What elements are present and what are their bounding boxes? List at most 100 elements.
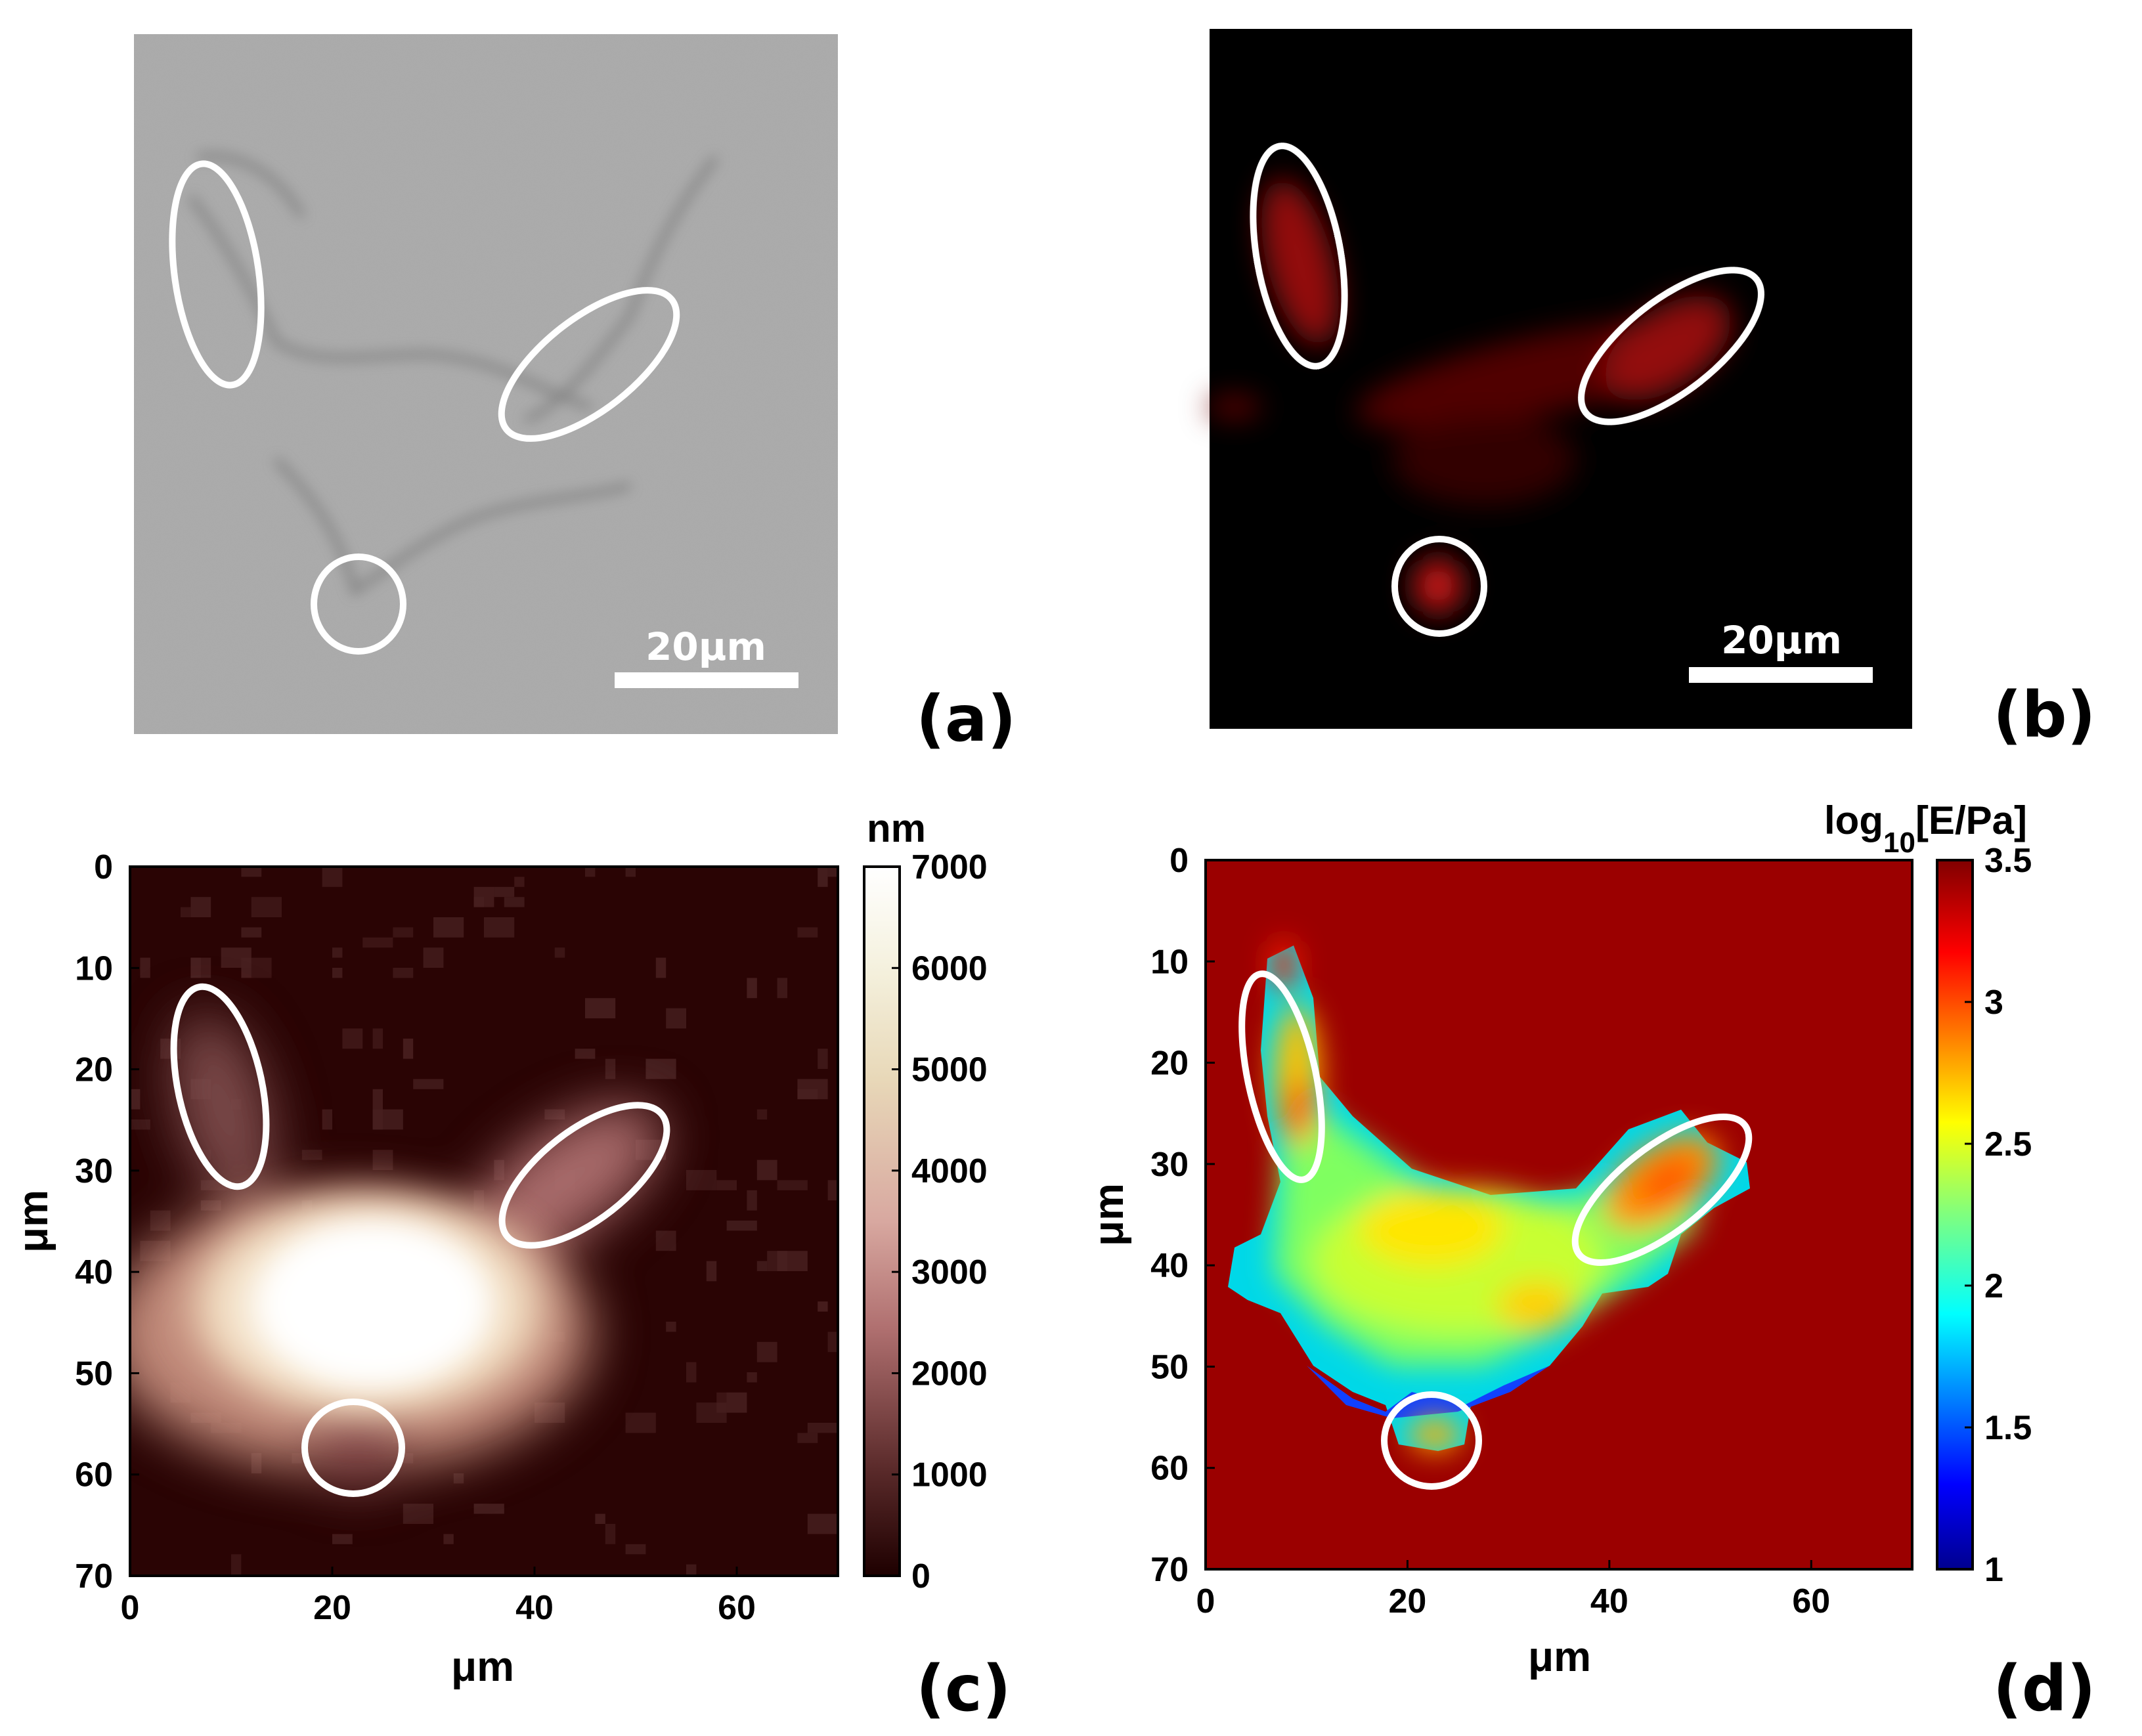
colorbar-ticks-d: 3.5 3 2.5 2 1.5 1 [1965,842,2032,1589]
speckle-pixel [666,1008,686,1029]
speckle-pixel [362,937,393,948]
y-tick-label: 0 [1169,842,1189,880]
plot-frame [129,865,839,1577]
speckle-pixel [827,867,838,877]
speckle-pixel [686,1564,697,1574]
roi-ellipse-left [169,160,265,389]
colorbar-c [863,865,901,1577]
panel-label-d: (d) [1993,1652,2095,1725]
speckle-pixel [372,1089,383,1110]
colorbar-title-rest: [E/Pa] [1915,798,2027,842]
speckle-pixel [827,1180,838,1201]
speckle-pixel [190,897,211,917]
colorbar-tick-label: 3.5 [1984,842,2032,880]
x-tick-label: 20 [313,1589,351,1627]
y-tick-label: 10 [1150,943,1189,981]
x-axis-label-c: μm [451,1643,514,1690]
speckle-pixel [747,978,757,999]
speckle-pixel [241,957,272,978]
speckle-pixel [747,1372,757,1383]
speckle-pixel [625,867,636,877]
colorbar-tick-label: 6000 [911,949,988,987]
speckle-pixel [797,927,818,938]
panel-label-c: (c) [916,1652,1011,1725]
colorbar-tick-label: 2000 [911,1355,988,1393]
colorbar-tick-label: 5000 [911,1051,988,1089]
scalebar-label-b: 20μm [1721,618,1842,662]
speckle-pixel [342,1028,363,1049]
x-tick-label: 0 [121,1589,140,1627]
colorbar-tick-label: 7000 [911,848,988,886]
roi-circle-bottom [1391,536,1487,637]
speckle-pixel [797,1433,818,1443]
speckle-pixel [514,877,525,887]
speckle-pixel [777,978,787,999]
speckle-pixel [696,1402,727,1423]
speckle-pixel [756,1341,777,1362]
speckle-pixel [473,886,494,907]
speckle-pixel [322,1109,332,1130]
speckle-pixel [484,917,515,938]
speckle-pixel [756,1160,777,1181]
scalebar-a [615,672,798,688]
y-tick-label: 50 [1150,1348,1189,1386]
speckle-pixel [453,1473,464,1484]
colorbar-tick-label: 2 [1984,1267,2003,1305]
speckle-pixel [413,1079,444,1089]
colorbar-ticks-c: 7000 6000 5000 4000 3000 2000 1000 0 [892,848,988,1595]
speckle-pixel [322,867,343,887]
speckle-pixel [585,998,616,1018]
speckle-pixel [807,1513,838,1534]
colorbar-title-c: nm [867,806,926,850]
speckle-pixel [241,867,262,877]
y-tick-label: 30 [75,1152,113,1190]
panel-label-a: (a) [916,682,1016,756]
speckle-pixel [767,1251,787,1271]
speckle-pixel [332,947,343,958]
y-tick-label: 70 [1150,1551,1189,1589]
speckle-pixel [818,1049,828,1069]
colorbar-tick-label: 1.5 [1984,1409,2032,1447]
y-tick-label: 40 [75,1253,113,1291]
scalebar-label-a: 20μm [645,624,766,669]
speckle-pixel [443,1534,454,1544]
speckle-pixel [655,957,667,978]
x-tick-label: 40 [1590,1582,1628,1620]
speckle-pixel [605,1058,616,1079]
speckle-pixel [423,947,444,968]
speckle-pixel [807,1423,838,1433]
y-tick-label: 60 [1150,1450,1189,1488]
colorbar-tick-label: 3 [1984,984,2003,1022]
heatmap-height [130,867,838,1574]
speckle-pixel [686,1362,697,1383]
speckle-pixel [575,1049,596,1059]
colorbar-tick-label: 0 [911,1557,930,1595]
speckle-pixel [504,897,525,907]
y-tick-label: 70 [75,1557,113,1595]
speckle-pixel [372,1109,403,1130]
y-tick-label: 60 [75,1456,113,1494]
speckle-pixel [372,1028,383,1049]
colorbar-d [1936,859,1974,1571]
roi-ellipse-right [498,1102,670,1249]
y-tick-label: 40 [1150,1247,1189,1285]
speckle-pixel [372,1150,393,1170]
plot-frame [1204,859,1913,1571]
roi-ellipse-right [1571,1113,1753,1267]
roi-circle-bottom [311,553,406,655]
speckle-pixel [494,886,515,898]
y-tick-label: 30 [1150,1146,1189,1184]
speckle-pixel [777,1180,808,1190]
speckle-pixel [827,1332,838,1353]
colorbar-tick-label: 3000 [911,1253,988,1291]
speckle-pixel [655,1230,676,1251]
speckle-pixel [251,897,282,917]
panel-a: 20μm (a) [134,34,1016,756]
speckle-pixel [130,1119,150,1130]
speckle-pixel [605,1524,616,1544]
y-tick-label: 0 [94,848,113,886]
x-tick-label: 20 [1389,1582,1427,1620]
cell-outline-shading [188,153,718,597]
